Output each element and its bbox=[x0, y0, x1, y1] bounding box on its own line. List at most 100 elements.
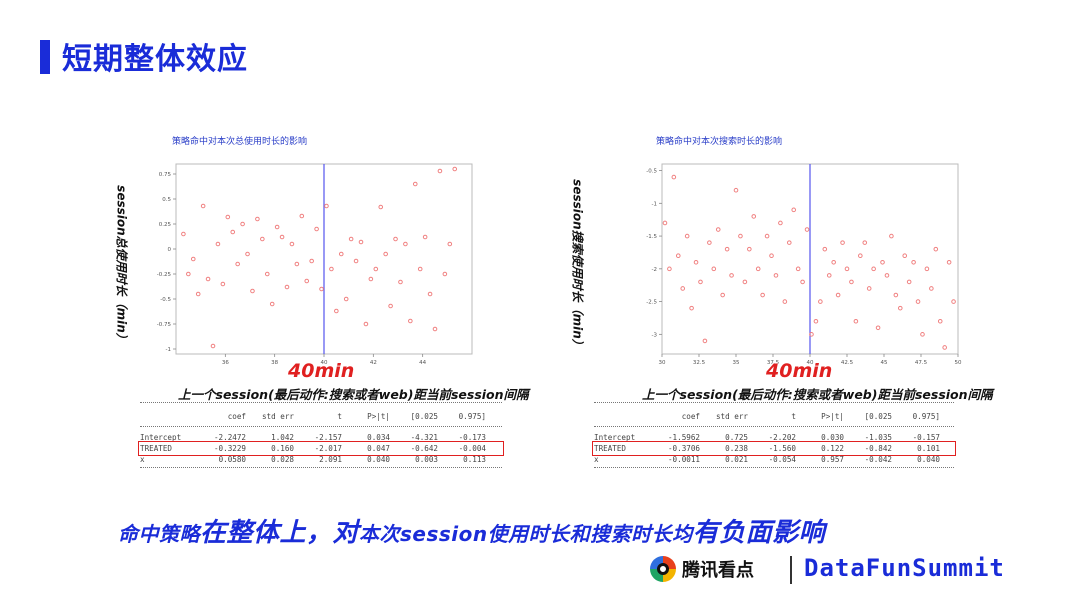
table-cell: 0.021 bbox=[725, 455, 748, 464]
scatter-point bbox=[348, 236, 354, 242]
cutoff-marker-label: 40min bbox=[288, 360, 355, 382]
table-cell: -1.5962 bbox=[667, 433, 700, 442]
table-cell: [0.025 bbox=[864, 411, 892, 421]
scatter-point bbox=[942, 345, 947, 350]
row-label: x bbox=[140, 455, 145, 464]
scatter-point bbox=[393, 236, 398, 242]
scatter-point bbox=[368, 276, 374, 282]
scatter-point bbox=[751, 214, 757, 219]
scatter-point bbox=[951, 299, 956, 304]
table-cell: coef bbox=[227, 411, 246, 421]
scatter-point bbox=[200, 203, 206, 209]
table-cell: -0.004 bbox=[458, 444, 486, 453]
table-cell: -0.054 bbox=[768, 455, 796, 464]
scatter-point bbox=[747, 246, 752, 252]
table-cell: 0.030 bbox=[821, 433, 844, 442]
table-row-highlighted: TREATED -0.3706 0.238 -1.560 0.122 -0.842 0.10… bbox=[592, 441, 956, 456]
scatter-point bbox=[442, 271, 448, 277]
y-tick-label: -2 bbox=[652, 267, 657, 273]
scatter-point bbox=[711, 266, 717, 272]
row-label: x bbox=[594, 455, 599, 464]
chart-title: 策略命中对本次搜索时长的影响 bbox=[656, 137, 783, 147]
scatter-point bbox=[884, 273, 890, 278]
conclusion-part: 命中策略 bbox=[118, 522, 200, 546]
table-cell: -0.0011 bbox=[667, 455, 700, 464]
x-tick-label: 50 bbox=[955, 360, 962, 366]
scatter-point bbox=[240, 221, 245, 227]
scatter-point bbox=[729, 273, 734, 278]
scatter-point bbox=[906, 279, 912, 285]
scatter-point bbox=[671, 174, 677, 180]
table-cell: std err bbox=[261, 411, 294, 421]
table-rule bbox=[140, 467, 502, 471]
scatter-point bbox=[186, 271, 191, 277]
chart-panel-left: 策略命中对本次总使用时长的影响 session总使用时长（min） 0.75 0.… bbox=[115, 120, 538, 480]
regression-table: coef std err t P>|t| [0.025 0.975] Intercept -2… bbox=[138, 400, 504, 473]
table-cell: 0.160 bbox=[271, 444, 294, 453]
scatter-point bbox=[742, 279, 748, 285]
logo-text: 腾讯看点 bbox=[682, 560, 754, 581]
x-tick-label: 40 bbox=[321, 360, 328, 366]
scatter-point bbox=[255, 216, 260, 222]
table-row: Intercept -1.5962 0.725 -2.202 0.030 -1.035 -0… bbox=[594, 432, 954, 443]
scatter-point bbox=[702, 338, 708, 344]
y-tick-label: 0.25 bbox=[159, 222, 172, 228]
scatter-point bbox=[933, 246, 939, 252]
table-cell: -0.3229 bbox=[213, 444, 246, 453]
regression-table: coef std err t P>|t| [0.025 0.975] Intercept -1… bbox=[592, 400, 956, 473]
scatter-point bbox=[190, 256, 196, 262]
scatter-point bbox=[866, 286, 872, 291]
scatter-point bbox=[893, 292, 899, 298]
y-tick-label: -0.5 bbox=[646, 169, 657, 175]
scatter-point bbox=[911, 259, 916, 265]
scatter-point bbox=[684, 233, 690, 239]
x-tick-label: 36 bbox=[222, 360, 229, 366]
table-cell: 0.040 bbox=[367, 455, 390, 464]
row-label: Intercept bbox=[140, 433, 182, 442]
table-cell: P>|t| bbox=[367, 411, 390, 421]
scatter-point bbox=[427, 291, 433, 297]
scatter-point bbox=[822, 246, 828, 252]
scatter-point bbox=[920, 332, 925, 337]
scatter-point bbox=[353, 258, 359, 264]
scatter-point bbox=[764, 233, 770, 239]
scatter-point bbox=[408, 318, 413, 324]
scatter-point bbox=[452, 166, 458, 172]
x-axis-label: 上一个session(最后动作:搜索或者web)距当前session间隔 bbox=[178, 387, 529, 402]
scatter-point bbox=[358, 239, 364, 245]
scatter-point bbox=[373, 266, 379, 272]
scatter-point bbox=[383, 251, 388, 257]
scatter-point bbox=[304, 278, 310, 284]
y-tick-label: -1 bbox=[166, 347, 171, 353]
footer-divider bbox=[790, 556, 792, 584]
scatter-point bbox=[831, 259, 836, 265]
x-tick-label: 47.5 bbox=[915, 360, 928, 366]
scatter-point bbox=[698, 279, 703, 285]
tencent-kandian-eye-icon bbox=[650, 556, 676, 582]
scatter-point bbox=[733, 187, 739, 193]
scatter-point bbox=[299, 213, 305, 219]
scatter-point bbox=[289, 241, 295, 247]
table-cell: 0.0580 bbox=[218, 455, 246, 464]
table-rule bbox=[140, 402, 502, 406]
scatter-point bbox=[279, 234, 285, 240]
table-cell: -1.035 bbox=[864, 433, 892, 442]
scatter-point bbox=[294, 261, 300, 267]
table-cell: -2.157 bbox=[314, 433, 342, 442]
y-tick-label: 0.5 bbox=[162, 197, 171, 203]
scatter-point bbox=[875, 325, 881, 331]
scatter-point bbox=[260, 236, 265, 242]
table-cell: -0.3706 bbox=[667, 444, 700, 453]
scatter-point bbox=[818, 299, 823, 304]
scatter-point bbox=[662, 220, 668, 226]
table-cell: 0.028 bbox=[271, 455, 294, 464]
table-cell: -0.173 bbox=[458, 433, 486, 442]
table-cell: -0.042 bbox=[864, 455, 892, 464]
scatter-point bbox=[412, 181, 418, 187]
y-axis-label: session搜索使用时长（min） bbox=[570, 179, 585, 351]
table-cell: -1.560 bbox=[768, 444, 796, 453]
scatter-point bbox=[791, 207, 797, 213]
scatter-point bbox=[398, 279, 403, 285]
scatter-point bbox=[755, 266, 761, 272]
scatter-point bbox=[338, 251, 344, 257]
